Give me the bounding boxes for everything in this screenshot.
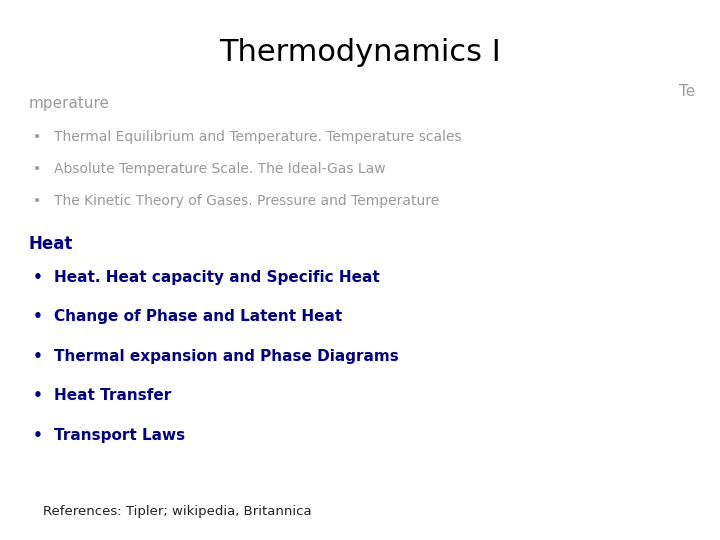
Text: Heat. Heat capacity and Specific Heat: Heat. Heat capacity and Specific Heat (54, 270, 379, 285)
Text: The Kinetic Theory of Gases. Pressure and Temperature: The Kinetic Theory of Gases. Pressure an… (54, 194, 439, 208)
Text: Thermal Equilibrium and Temperature. Temperature scales: Thermal Equilibrium and Temperature. Tem… (54, 130, 462, 144)
Text: Heat: Heat (29, 235, 73, 253)
Text: •: • (32, 270, 42, 285)
Text: Thermodynamics I: Thermodynamics I (219, 38, 501, 67)
Text: •: • (32, 428, 42, 443)
Text: Thermal expansion and Phase Diagrams: Thermal expansion and Phase Diagrams (54, 349, 399, 364)
Text: •: • (32, 349, 42, 364)
Text: References: Tipler; wikipedia, Britannica: References: Tipler; wikipedia, Britannic… (43, 505, 312, 518)
Text: Transport Laws: Transport Laws (54, 428, 185, 443)
Text: •: • (32, 309, 42, 325)
Text: Te: Te (678, 84, 695, 99)
Text: •: • (32, 194, 40, 208)
Text: •: • (32, 130, 40, 144)
Text: Change of Phase and Latent Heat: Change of Phase and Latent Heat (54, 309, 342, 325)
Text: mperature: mperature (29, 96, 109, 111)
Text: •: • (32, 162, 40, 176)
Text: •: • (32, 388, 42, 403)
Text: Absolute Temperature Scale. The Ideal-Gas Law: Absolute Temperature Scale. The Ideal-Ga… (54, 162, 386, 176)
Text: Heat Transfer: Heat Transfer (54, 388, 171, 403)
